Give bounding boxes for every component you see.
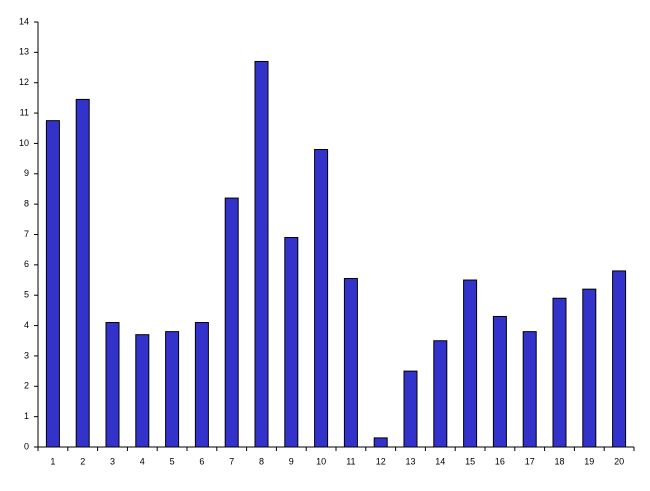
y-tick-label: 2 <box>24 381 29 391</box>
x-tick-label: 18 <box>554 456 564 466</box>
bar <box>403 370 418 448</box>
x-tick-label: 4 <box>140 456 145 466</box>
y-tick-label: 9 <box>24 168 29 178</box>
bar <box>612 270 627 448</box>
bar <box>522 331 537 448</box>
y-tick-label: 12 <box>19 77 29 87</box>
x-tick-label: 9 <box>289 456 294 466</box>
x-tick-label: 19 <box>584 456 594 466</box>
y-tick-label: 5 <box>24 290 29 300</box>
bar <box>492 315 507 448</box>
y-tick-label: 4 <box>24 320 29 330</box>
bar <box>582 288 597 448</box>
x-tick-label: 16 <box>495 456 505 466</box>
y-tick-label: 3 <box>24 350 29 360</box>
bar <box>105 322 120 448</box>
bar <box>75 98 90 448</box>
y-tick-label: 11 <box>20 107 29 117</box>
bar <box>284 237 299 448</box>
x-tick-label: 5 <box>170 456 175 466</box>
x-tick-label: 3 <box>110 456 115 466</box>
bar <box>165 331 180 448</box>
x-tick-label: 12 <box>376 456 386 466</box>
y-tick-label: 6 <box>24 259 29 269</box>
bar <box>343 278 358 448</box>
y-tick-label: 10 <box>19 138 29 148</box>
bar <box>254 60 269 448</box>
x-tick-label: 15 <box>465 456 475 466</box>
bar <box>463 279 478 448</box>
x-tick-label: 14 <box>435 456 445 466</box>
x-tick-label: 1 <box>50 456 55 466</box>
x-tick-label: 17 <box>525 456 535 466</box>
x-tick-label: 8 <box>259 456 264 466</box>
bar <box>552 297 567 448</box>
y-tick-label: 14 <box>19 16 29 26</box>
bar <box>314 149 329 448</box>
y-tick-label: 0 <box>24 441 29 451</box>
y-tick-label: 8 <box>24 199 29 209</box>
x-tick-label: 6 <box>199 456 204 466</box>
y-tick-label: 7 <box>24 229 29 239</box>
x-tick-label: 2 <box>80 456 85 466</box>
bar <box>45 120 60 448</box>
bar <box>135 334 150 448</box>
bar <box>194 322 209 448</box>
x-tick-label: 11 <box>346 456 355 466</box>
x-tick-label: 10 <box>316 456 326 466</box>
x-tick-label: 7 <box>229 456 234 466</box>
y-tick-label: 13 <box>19 47 29 57</box>
bar <box>373 437 388 448</box>
bar <box>433 340 448 448</box>
x-tick-label: 20 <box>614 456 624 466</box>
bar <box>224 197 239 448</box>
y-tick-label: 1 <box>24 411 29 421</box>
x-tick-label: 13 <box>405 456 415 466</box>
